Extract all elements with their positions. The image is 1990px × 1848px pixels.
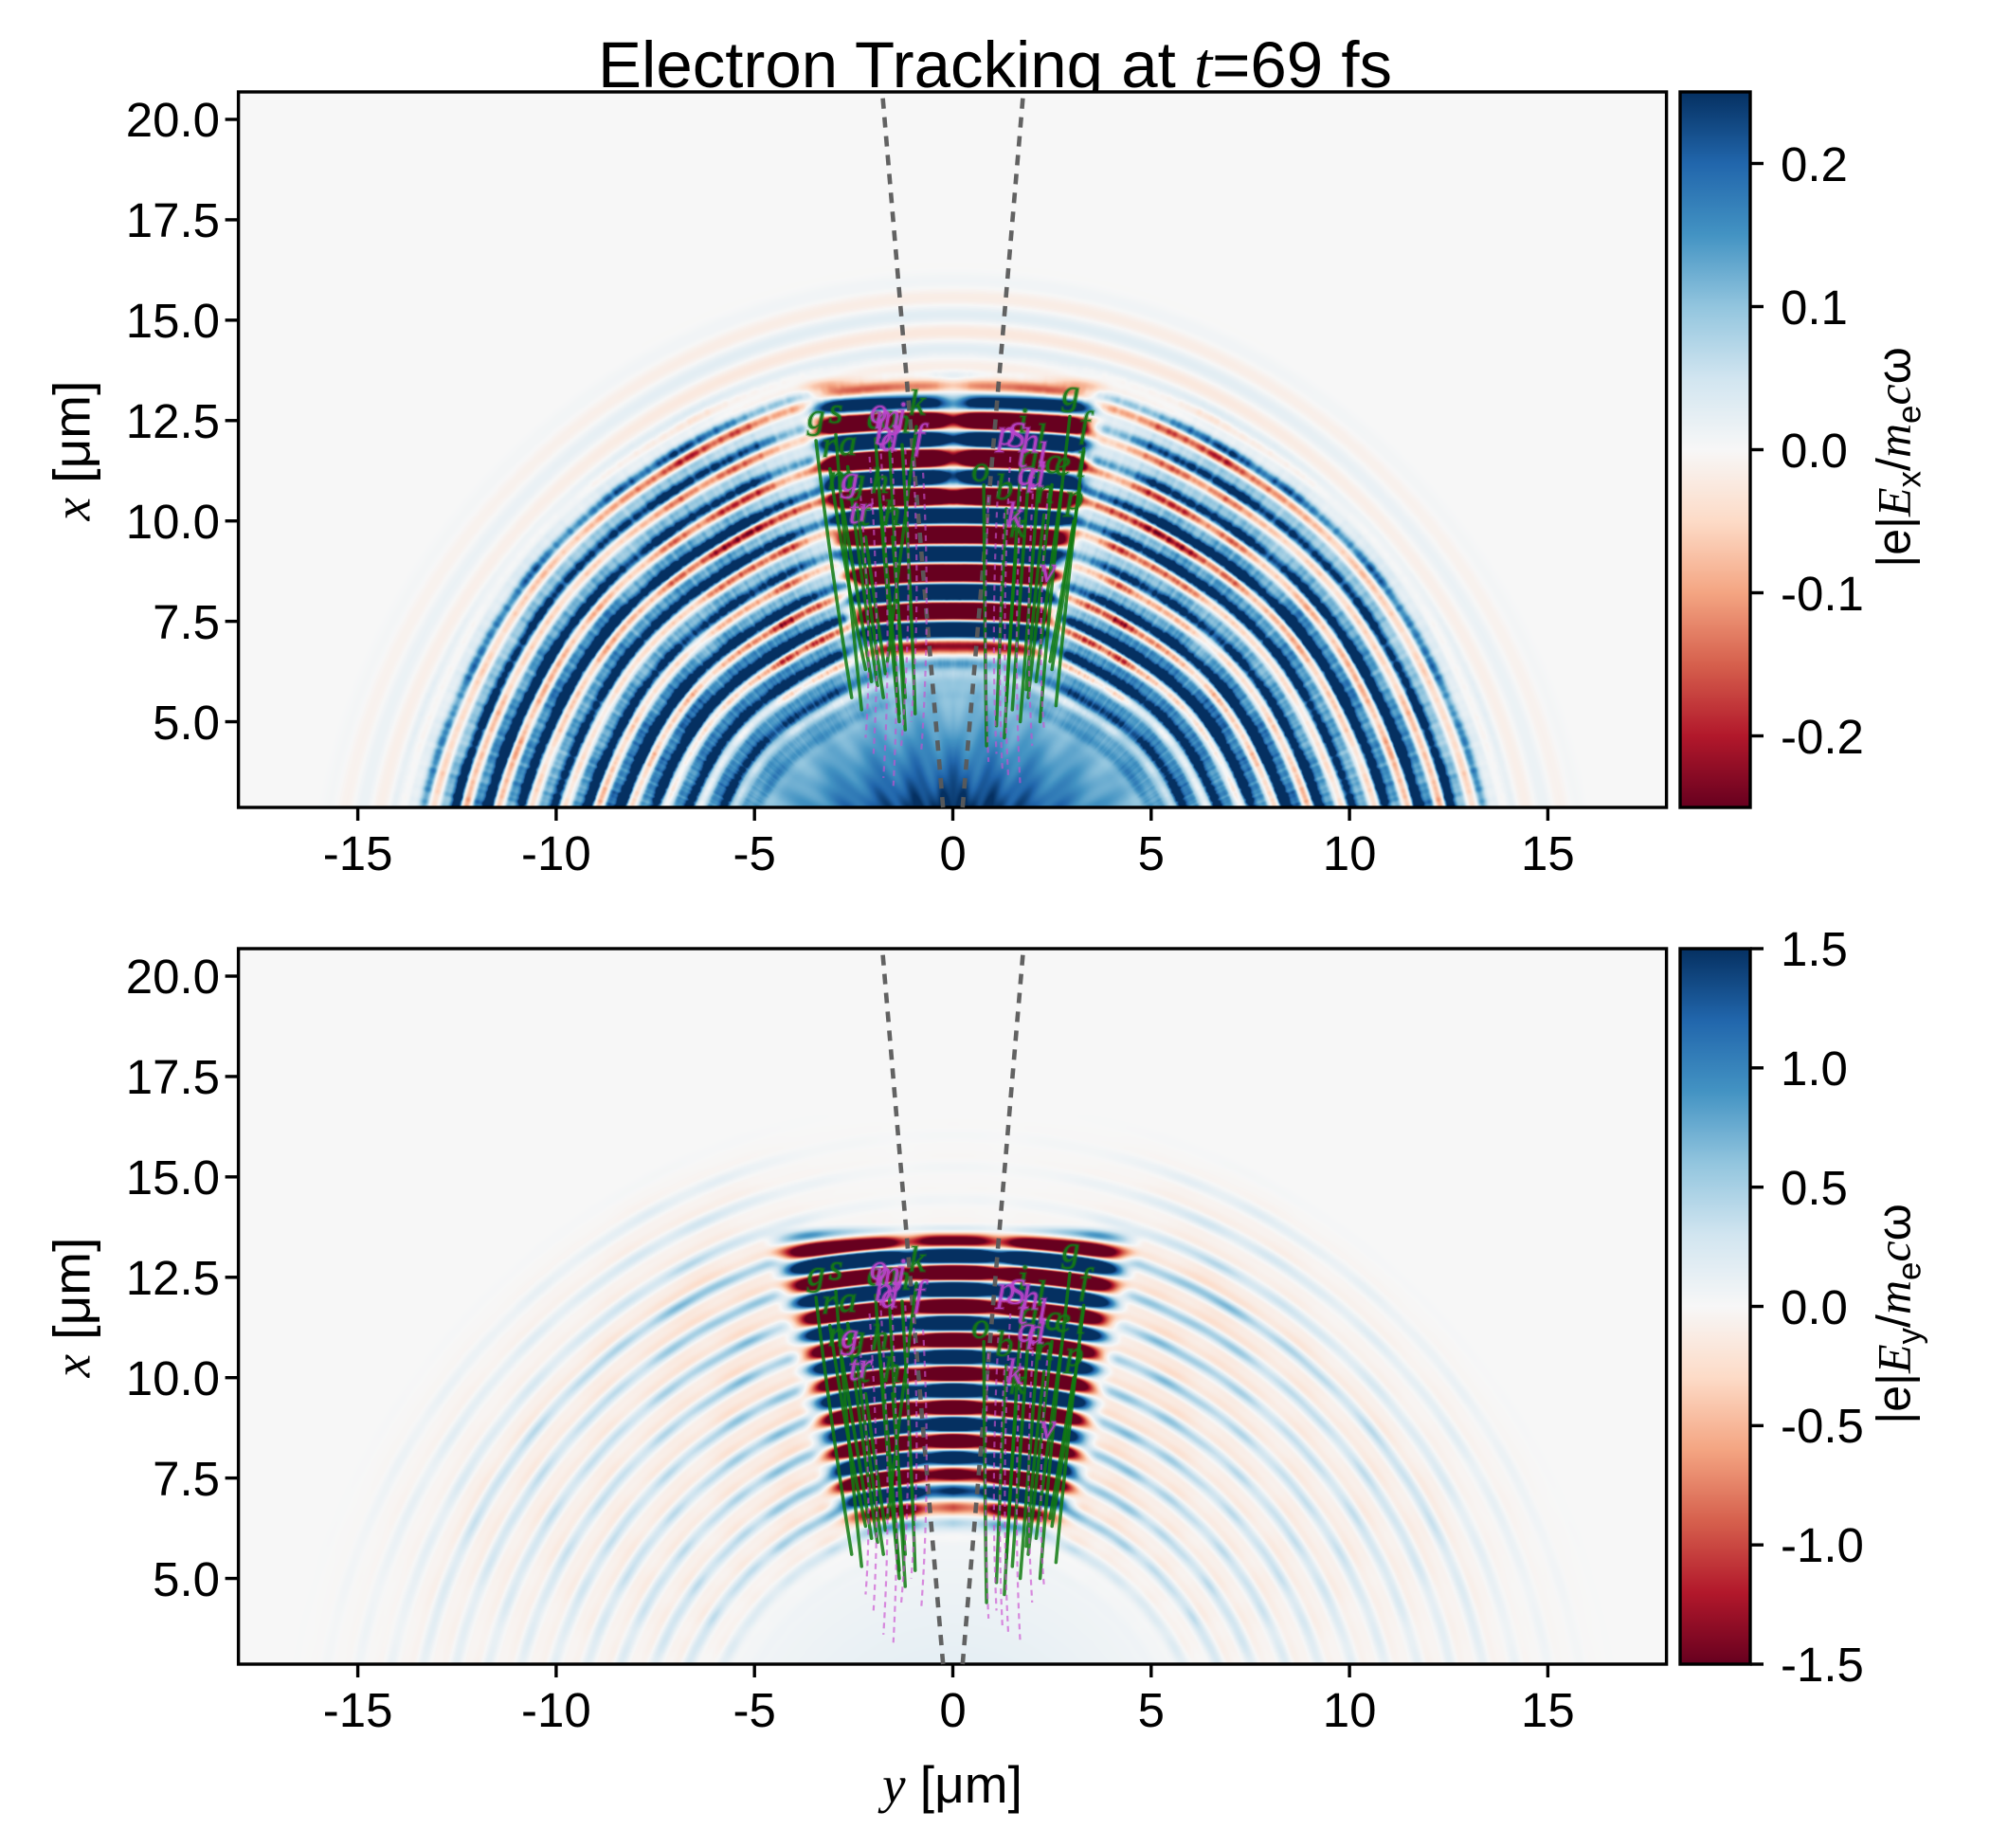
- svg-text:e: e: [867, 397, 883, 437]
- svg-text:e: e: [1055, 444, 1071, 483]
- svg-text:l: l: [1076, 445, 1086, 485]
- svg-text:m: m: [875, 1254, 900, 1294]
- svg-text:c: c: [1045, 442, 1061, 481]
- svg-text:k: k: [1009, 1363, 1026, 1403]
- svg-text:l: l: [1076, 1302, 1086, 1342]
- svg-text:g: g: [1061, 1230, 1079, 1270]
- svg-text:o: o: [870, 391, 888, 431]
- svg-text:a: a: [839, 424, 857, 463]
- svg-text:d: d: [880, 420, 899, 460]
- svg-text:r: r: [822, 426, 836, 465]
- svg-text:q: q: [1020, 438, 1038, 478]
- svg-text:f: f: [914, 1274, 929, 1314]
- svg-text:g: g: [1061, 373, 1079, 413]
- svg-text:i: i: [1018, 1258, 1028, 1297]
- svg-text:h: h: [871, 462, 889, 501]
- svg-text:t: t: [859, 494, 871, 534]
- svg-text:g: g: [847, 1318, 865, 1358]
- svg-text:e: e: [867, 1254, 883, 1294]
- svg-text:f: f: [1079, 406, 1094, 445]
- svg-text:o: o: [879, 1254, 897, 1294]
- svg-text:d: d: [880, 1277, 899, 1316]
- svg-text:f: f: [1079, 1262, 1094, 1302]
- svg-text:n: n: [893, 1258, 911, 1297]
- svg-text:o: o: [971, 1306, 989, 1346]
- svg-text:l: l: [1036, 417, 1046, 457]
- svg-text:q: q: [1017, 454, 1035, 494]
- svg-text:o: o: [870, 1248, 888, 1288]
- svg-text:s: s: [829, 1248, 843, 1288]
- svg-text:i: i: [1018, 401, 1028, 441]
- svg-text:p: p: [1063, 478, 1084, 517]
- svg-text:b: b: [995, 1324, 1013, 1364]
- svg-text:h: h: [1022, 422, 1040, 462]
- svg-text:k: k: [1006, 1352, 1023, 1392]
- svg-text:m: m: [875, 397, 900, 437]
- svg-text:r: r: [822, 1282, 836, 1322]
- svg-text:h: h: [883, 494, 901, 534]
- svg-text:S: S: [1007, 415, 1025, 455]
- svg-text:g: g: [841, 460, 859, 499]
- svg-text:c: c: [1045, 1298, 1061, 1338]
- svg-text:l: l: [1037, 1293, 1047, 1332]
- svg-text:t: t: [849, 492, 860, 532]
- svg-text:r: r: [859, 490, 873, 530]
- svg-text:p: p: [995, 1270, 1016, 1310]
- svg-text:a: a: [839, 1280, 857, 1320]
- svg-text:p: p: [995, 413, 1016, 453]
- svg-text:k: k: [1009, 506, 1026, 546]
- svg-text:m: m: [828, 1314, 854, 1354]
- svg-text:b: b: [875, 413, 893, 453]
- svg-text:f: f: [914, 417, 929, 457]
- svg-text:g: g: [807, 397, 825, 437]
- svg-text:k: k: [909, 1240, 926, 1279]
- svg-text:g: g: [807, 1254, 825, 1294]
- svg-text:l: l: [1036, 1274, 1046, 1314]
- svg-text:d: d: [1027, 456, 1046, 496]
- svg-text:v: v: [1040, 1406, 1057, 1446]
- svg-text:k: k: [1006, 496, 1023, 535]
- svg-text:b: b: [995, 467, 1013, 507]
- svg-text:h: h: [1022, 1278, 1040, 1318]
- svg-text:q: q: [1020, 1295, 1038, 1334]
- svg-text:g: g: [847, 462, 865, 501]
- svg-text:h: h: [871, 1318, 889, 1358]
- svg-text:o: o: [879, 397, 897, 437]
- svg-text:v: v: [1040, 550, 1057, 589]
- svg-text:g: g: [841, 1316, 859, 1356]
- svg-text:n: n: [1036, 472, 1054, 512]
- svg-text:e: e: [1055, 1300, 1071, 1340]
- svg-text:t: t: [849, 1349, 860, 1388]
- svg-text:n: n: [893, 401, 911, 441]
- svg-text:t: t: [1017, 1293, 1028, 1332]
- svg-text:l: l: [1037, 436, 1047, 476]
- svg-text:b: b: [875, 1270, 893, 1310]
- svg-text:S: S: [1007, 1272, 1025, 1312]
- svg-text:m: m: [828, 458, 854, 498]
- svg-text:s: s: [829, 391, 843, 431]
- svg-text:q: q: [1017, 1311, 1035, 1350]
- svg-text:d: d: [1027, 1313, 1046, 1352]
- svg-text:h: h: [883, 1350, 901, 1390]
- svg-text:o: o: [971, 449, 989, 489]
- svg-text:t: t: [859, 1350, 871, 1390]
- svg-text:p: p: [1063, 1334, 1084, 1374]
- svg-text:n: n: [1036, 1329, 1054, 1368]
- svg-text:k: k: [909, 383, 926, 423]
- svg-text:r: r: [859, 1347, 873, 1386]
- svg-text:t: t: [1017, 436, 1028, 476]
